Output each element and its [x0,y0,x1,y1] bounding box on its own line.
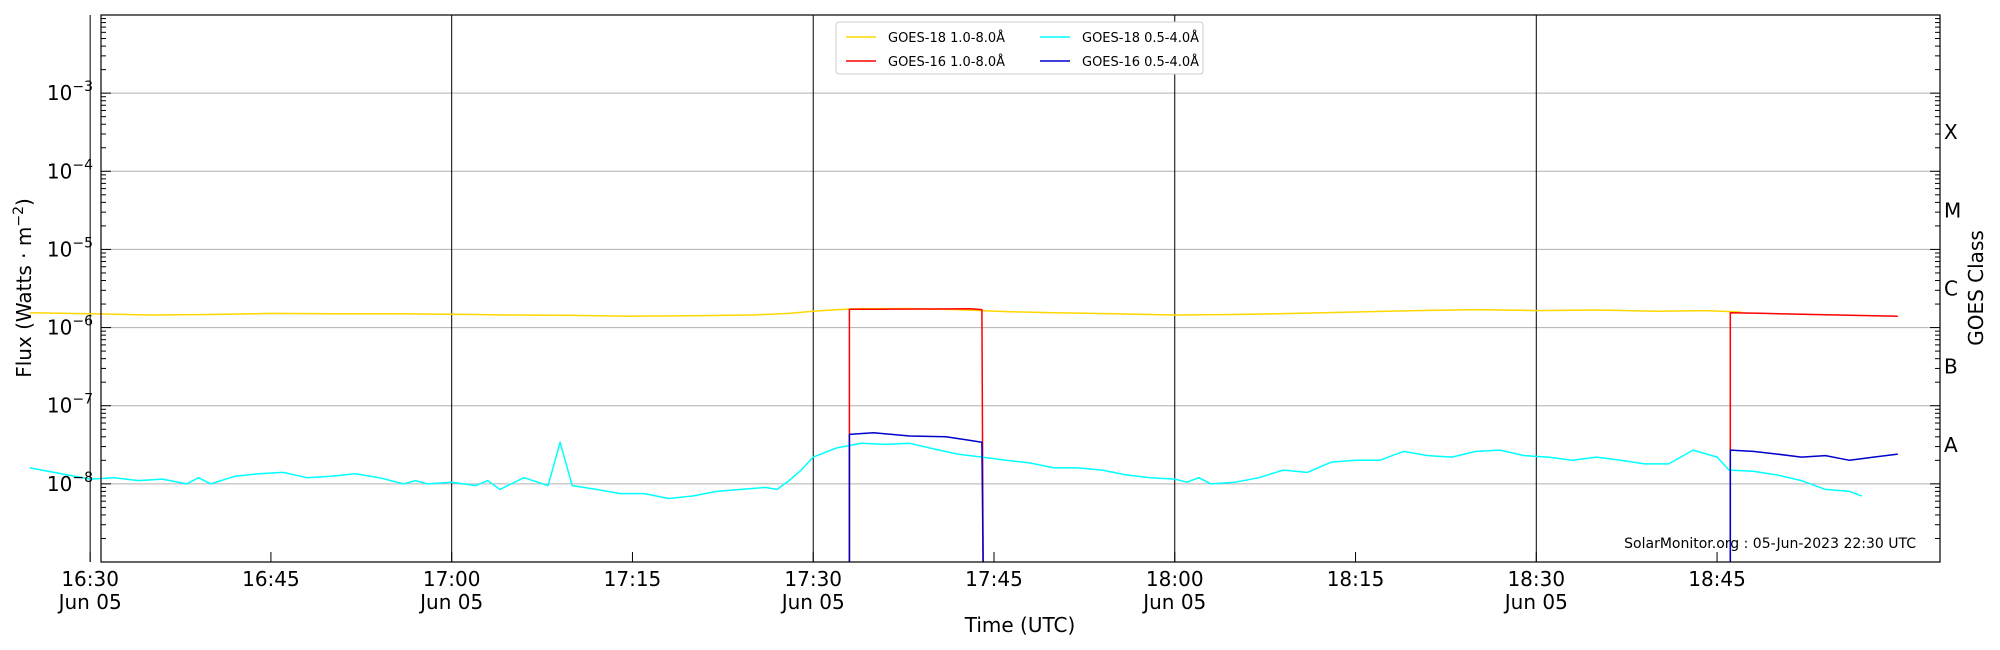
x-axis-label: Time (UTC) [964,613,1076,637]
y-axis-label-close: ) [12,198,36,206]
x-tick-label-6: 18:00 [1146,567,1204,591]
x-tick-sublabel-0: Jun 05 [57,590,122,614]
legend-label-0: GOES-18 1.0-8.0Å [888,30,1005,46]
series-lines [29,307,1898,563]
x-tick-label-7: 18:15 [1327,567,1385,591]
goes-class-M: M [1944,198,1961,222]
y-tick-label-2: 10−6 [47,314,93,340]
day-vertical-lines [89,15,1537,562]
x-tick-label-2: 17:00 [423,567,481,591]
y-tick-label-0: 10−8 [47,470,93,496]
x-tick-label-1: 16:45 [242,567,300,591]
right-axis-label: GOES Class [1964,230,1988,346]
x-tick-sublabel-6: Jun 05 [1141,590,1206,614]
x-tick-label-8: 18:30 [1507,567,1565,591]
y-tick-label-4: 10−4 [47,157,93,183]
series-line-3-0 [848,432,984,563]
legend: GOES-18 1.0-8.0Å GOES-16 1.0-8.0Å GOES-18 … [835,21,1204,75]
goes-class-B: B [1944,355,1958,379]
legend-box [835,21,1204,75]
axis-ticks [89,18,1940,562]
legend-label-3: GOES-16 0.5-4.0Å [1082,54,1199,70]
goes-class-labels: A B C M X [1944,120,1961,457]
x-tick-label-5: 17:45 [965,567,1023,591]
plot-frame [100,14,1941,563]
series-line-3-1 [1729,449,1898,562]
goes-class-C: C [1944,277,1958,301]
y-tick-label-5: 10−3 [47,79,93,105]
x-tick-label-9: 18:45 [1688,567,1746,591]
y-axis-label-exp: −2 [11,206,27,227]
x-tick-label-4: 17:30 [784,567,842,591]
legend-label-2: GOES-18 0.5-4.0Å [1082,30,1199,46]
x-tick-label-0: 16:30 [61,567,119,591]
series-line-1-1 [1729,311,1898,562]
y-tick-label-3: 10−5 [47,235,93,261]
x-tick-sublabel-4: Jun 05 [780,590,845,614]
x-tick-label-3: 17:15 [604,567,662,591]
y-tick-label-1: 10−7 [47,392,93,418]
grid-lines [101,92,1940,485]
x-tick-sublabel-8: Jun 05 [1503,590,1568,614]
series-line-2-0 [29,441,1862,500]
watermark: SolarMonitor.org : 05-Jun-2023 22:30 UTC [1624,536,1916,552]
x-tick-sublabel-2: Jun 05 [418,590,483,614]
legend-label-1: GOES-16 1.0-8.0Å [888,54,1005,70]
goes-class-A: A [1944,433,1958,457]
series-line-1-0 [848,308,984,563]
y-tick-labels: 10−8 10−7 10−6 10−5 10−4 10−3 [47,79,93,496]
y-axis-label-main: Flux (Watts · m [12,227,36,378]
y-axis-label: Flux (Watts · m−2) [11,198,36,378]
goes-class-X: X [1944,120,1958,144]
